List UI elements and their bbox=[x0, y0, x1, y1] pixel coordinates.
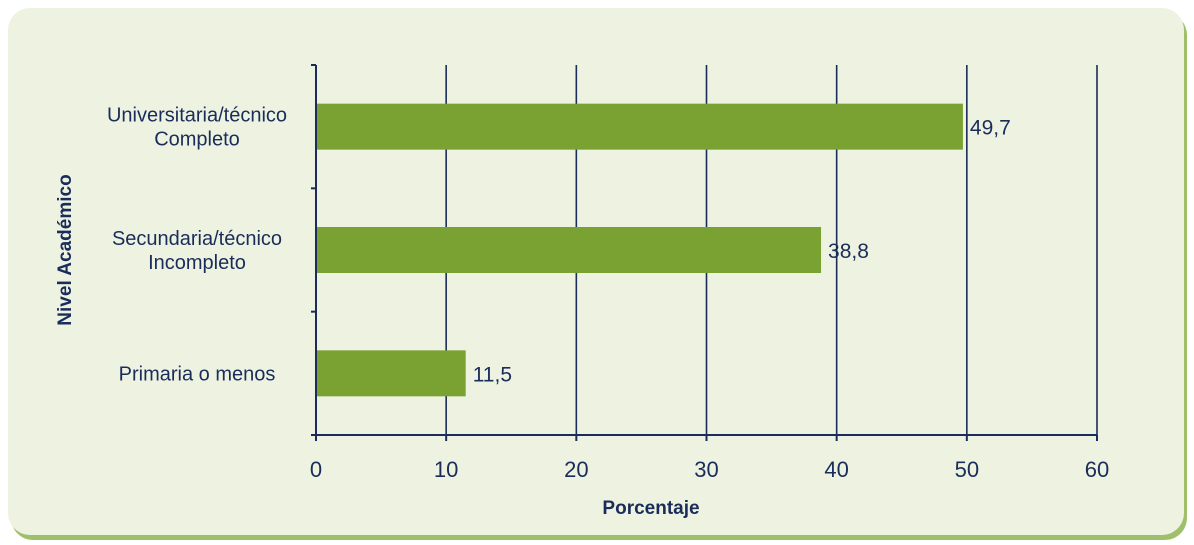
category-label-2: Primaria o menos bbox=[119, 363, 276, 385]
value-label-0: 49,7 bbox=[970, 117, 1011, 140]
x-axis-title: Porcentaje bbox=[602, 498, 699, 519]
value-label-1: 38,8 bbox=[828, 240, 869, 263]
value-label-2: 11,5 bbox=[473, 363, 512, 386]
x-tick-label-30: 30 bbox=[694, 457, 718, 482]
x-tick-label-0: 0 bbox=[310, 457, 322, 482]
axis-layer bbox=[311, 64, 1098, 441]
category-label-1: Secundaria/técnico Incompleto bbox=[112, 228, 282, 274]
bar-2 bbox=[316, 350, 466, 397]
category-label-2-line-0: Primaria o menos bbox=[119, 363, 276, 385]
category-label-1-line-1: Incompleto bbox=[148, 252, 246, 274]
x-tick-label-60: 60 bbox=[1085, 457, 1109, 482]
y-axis-title: Nivel Académico bbox=[55, 174, 76, 325]
bar-layer bbox=[316, 103, 963, 397]
label-layer: 0 10 20 30 40 50 60 49,7 Universitaria/técnico Co… bbox=[107, 105, 1109, 482]
category-label-1-line-0: Secundaria/técnico bbox=[112, 228, 282, 250]
category-label-0-line-0: Universitaria/técnico bbox=[107, 105, 287, 127]
x-tick-label-20: 20 bbox=[564, 457, 588, 482]
bar-0 bbox=[316, 103, 963, 150]
bar-1 bbox=[316, 227, 822, 273]
category-label-0: Universitaria/técnico Completo bbox=[107, 105, 287, 151]
x-tick-label-40: 40 bbox=[824, 457, 848, 482]
x-tick-label-10: 10 bbox=[434, 457, 458, 482]
category-label-0-line-1: Completo bbox=[154, 129, 240, 151]
x-tick-label-50: 50 bbox=[955, 457, 979, 482]
